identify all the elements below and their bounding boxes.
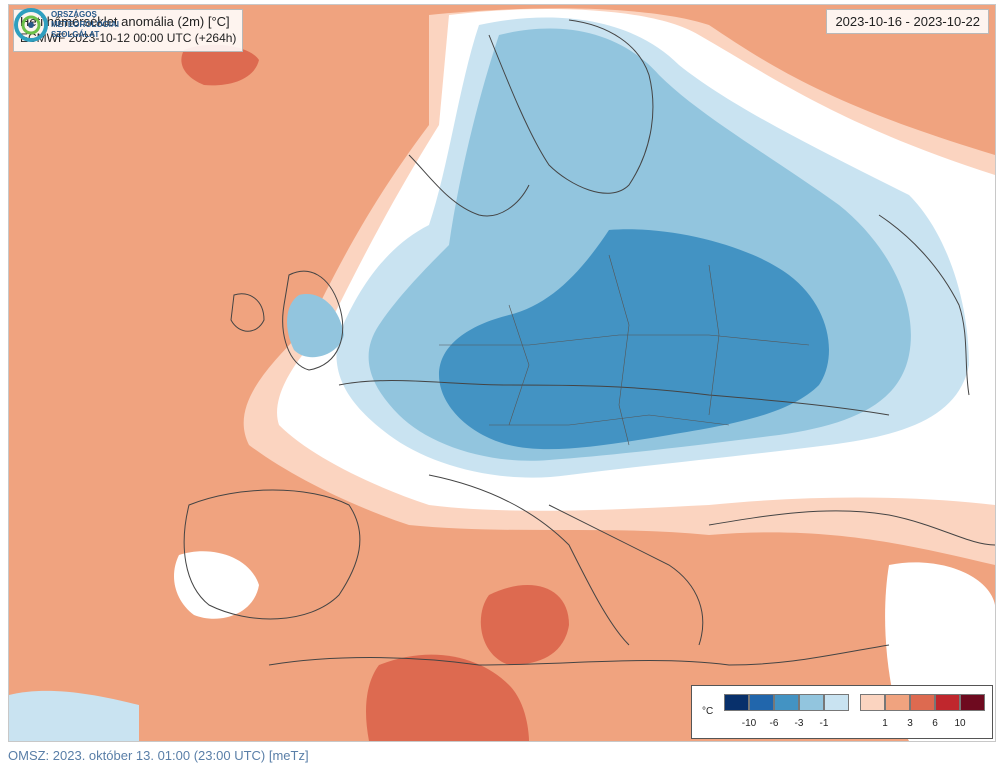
swatch-neg6 [749, 694, 774, 711]
legend-label: -3 [794, 718, 804, 729]
swatch-neg1 [799, 694, 824, 711]
omsz-logo: ORSZÁGOS METEOROLÓGIAI SZOLGÁLAT [9, 5, 123, 45]
legend-label: 6 [932, 718, 938, 729]
swatch-pos1 [885, 694, 910, 711]
swatch-pos10 [960, 694, 985, 711]
swatch-neg3 [774, 694, 799, 711]
anomaly-map: Heti hőmérséklet anomália (2m) [°C] ECMW… [8, 4, 996, 742]
legend-unit: °C [702, 706, 714, 717]
coastlines [183, 19, 995, 666]
italy-warm-patch [480, 585, 569, 665]
logo-line-3: SZOLGÁLAT [51, 30, 100, 39]
britain-cold-patch [287, 294, 344, 358]
africa-warm-patch [366, 654, 529, 741]
color-legend: °C -10 -6 -3 -1 1 3 6 10 [691, 685, 993, 739]
swatch-pos0 [860, 694, 885, 711]
model-run: ECMWF 2023-10-12 00:00 UTC (+264h) [20, 31, 237, 45]
swatch-neg0 [824, 694, 849, 711]
legend-label: 10 [954, 718, 966, 729]
map-title-box: Heti hőmérséklet anomália (2m) [°C] ECMW… [13, 9, 244, 52]
period-range: 2023-10-16 - 2023-10-22 [835, 14, 980, 29]
logo-line-2: METEOROLÓGIAI [51, 20, 119, 29]
country-borders [439, 254, 810, 446]
period-box: 2023-10-16 - 2023-10-22 [826, 9, 989, 34]
legend-label: -10 [741, 718, 757, 729]
swatch-pos3 [910, 694, 935, 711]
logo-text: ORSZÁGOS METEOROLÓGIAI SZOLGÁLAT [51, 10, 119, 40]
legend-label: -6 [769, 718, 779, 729]
logo-line-1: ORSZÁGOS [51, 10, 97, 19]
map-title: Heti hőmérséklet anomália (2m) [°C] [20, 14, 230, 29]
footer-timestamp: OMSZ: 2023. október 13. 01:00 (23:00 UTC… [8, 748, 309, 763]
iberia-neutral-patch [174, 551, 259, 619]
swatch-pos6 [935, 694, 960, 711]
legend-label: 1 [882, 718, 888, 729]
swatch-neg10 [724, 694, 749, 711]
atlantic-warm-patch [181, 44, 259, 86]
cold-anomaly-minus3 [439, 229, 829, 450]
legend-label: -1 [819, 718, 829, 729]
legend-label: 3 [907, 718, 913, 729]
map-canvas [9, 5, 995, 741]
sw-cool-patch [9, 690, 139, 741]
logo-swirl-icon [14, 8, 48, 42]
